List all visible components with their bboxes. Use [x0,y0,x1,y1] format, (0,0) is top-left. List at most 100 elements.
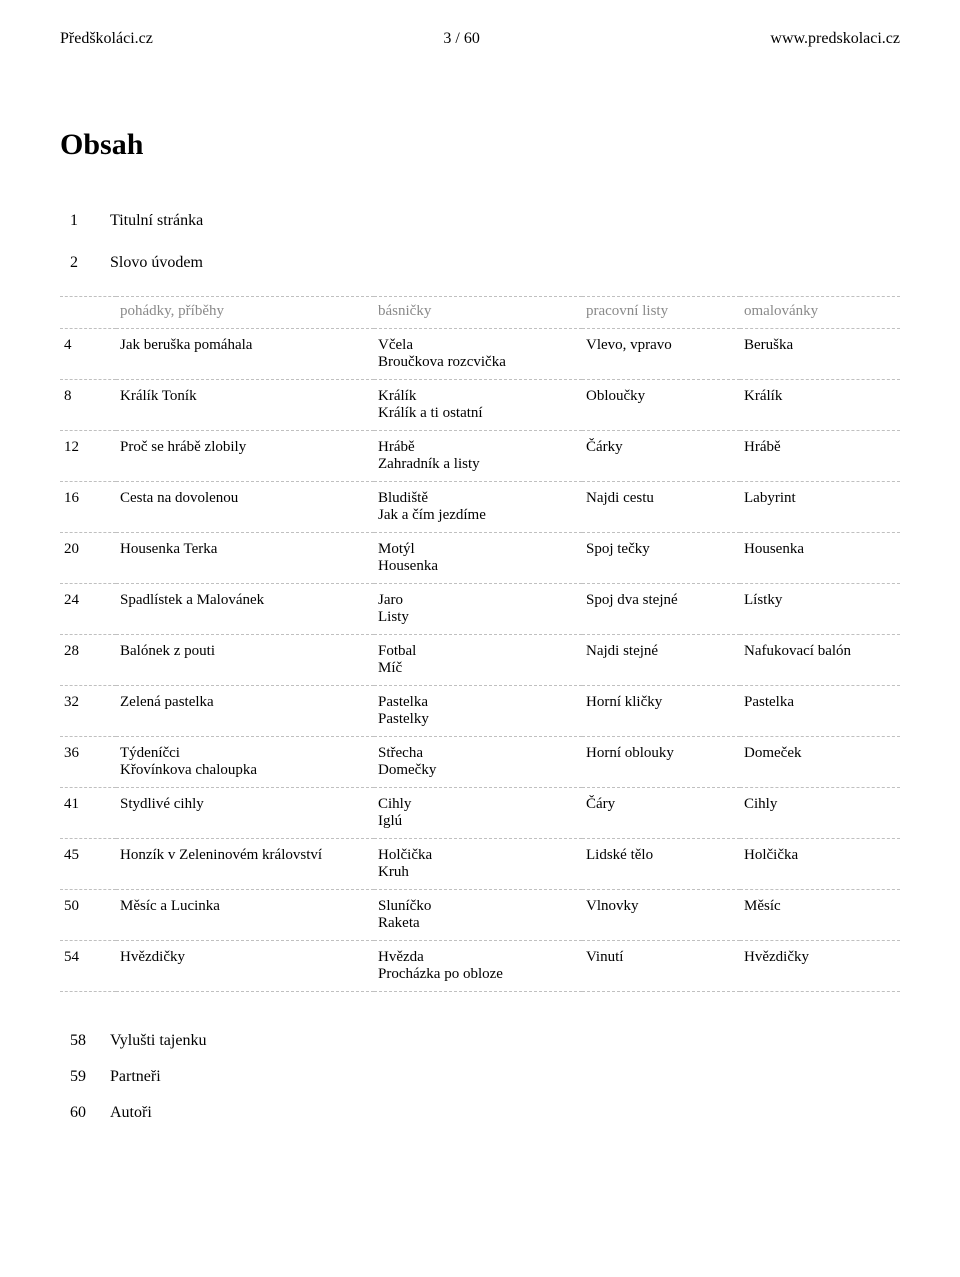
toc-row-story: Stydlivé cihly [116,788,374,839]
toc-row-story: Balónek z pouti [116,635,374,686]
toc-row-worksheet: Lidské tělo [582,839,740,890]
toc-cell-line: Hvězda [378,949,578,966]
toc-table-row: 36TýdeníčciKřovínkova chaloupkaStřechaDo… [60,737,900,788]
toc-pre-num: 2 [70,254,110,272]
toc-pre-row: 2 Slovo úvodem [70,254,900,272]
toc-pre-num: 1 [70,212,110,230]
toc-row-worksheet: Obloučky [582,380,740,431]
toc-cell-line: Balónek z pouti [120,643,370,660]
toc-row-coloring: Hrábě [740,431,900,482]
toc-row-poem: MotýlHousenka [374,533,582,584]
toc-row-worksheet: Horní kličky [582,686,740,737]
toc-row-poem: CihlyIglú [374,788,582,839]
toc-row-coloring: Pastelka [740,686,900,737]
toc-cell-line: Honzík v Zeleninovém království [120,847,370,864]
toc-row-coloring: Králík [740,380,900,431]
toc-table-row: 41Stydlivé cihlyCihlyIglúČáryCihly [60,788,900,839]
toc-cell-line: Listy [378,609,578,626]
toc-table-head-cell: pracovní listy [582,297,740,329]
toc-cell-line: Domečky [378,762,578,779]
toc-cell-line: Jak a čím jezdíme [378,507,578,524]
toc-row-poem: HráběZahradník a listy [374,431,582,482]
toc-row-num: 20 [60,533,116,584]
toc-row-story: Spadlístek a Malovánek [116,584,374,635]
toc-row-coloring: Lístky [740,584,900,635]
toc-row-story: Proč se hrábě zlobily [116,431,374,482]
toc-cell-line: Pastelky [378,711,578,728]
toc-pre-list: 1 Titulní stránka 2 Slovo úvodem [70,212,900,272]
toc-cell-line: Jak beruška pomáhala [120,337,370,354]
toc-row-coloring: Housenka [740,533,900,584]
toc-cell-line: Zelená pastelka [120,694,370,711]
toc-post-num: 59 [70,1068,110,1086]
toc-row-num: 8 [60,380,116,431]
toc-row-poem: StřechaDomečky [374,737,582,788]
toc-row-poem: PastelkaPastelky [374,686,582,737]
toc-cell-line: Fotbal [378,643,578,660]
toc-pre-text: Slovo úvodem [110,254,900,272]
toc-row-story: Hvězdičky [116,941,374,992]
toc-table-row: 24Spadlístek a MalovánekJaroListySpoj dv… [60,584,900,635]
toc-cell-line: Proč se hrábě zlobily [120,439,370,456]
toc-cell-line: Holčička [378,847,578,864]
toc-table-row: 8Králík ToníkKrálíkKrálík a ti ostatníOb… [60,380,900,431]
toc-post-row: 60 Autoři [70,1104,900,1122]
toc-table-row: 32Zelená pastelkaPastelkaPastelkyHorní k… [60,686,900,737]
toc-row-story: Jak beruška pomáhala [116,329,374,380]
toc-cell-line: Zahradník a listy [378,456,578,473]
toc-post-num: 58 [70,1032,110,1050]
toc-cell-line: Broučkova rozcvička [378,354,578,371]
toc-table-head-cell: básničky [374,297,582,329]
toc-cell-line: Iglú [378,813,578,830]
toc-row-poem: FotbalMíč [374,635,582,686]
toc-row-num: 36 [60,737,116,788]
toc-cell-line: Jaro [378,592,578,609]
toc-cell-line: Housenka [378,558,578,575]
toc-row-worksheet: Čáry [582,788,740,839]
toc-cell-line: Hvězdičky [120,949,370,966]
toc-row-num: 41 [60,788,116,839]
toc-cell-line: Raketa [378,915,578,932]
toc-row-poem: VčelaBroučkova rozcvička [374,329,582,380]
toc-row-worksheet: Vlnovky [582,890,740,941]
toc-row-num: 16 [60,482,116,533]
toc-table-row: 12Proč se hrábě zlobilyHráběZahradník a … [60,431,900,482]
toc-row-worksheet: Vinutí [582,941,740,992]
toc-table-row: 45Honzík v Zeleninovém království Holčičk… [60,839,900,890]
toc-table-row: 50Měsíc a LucinkaSluníčkoRaketaVlnovkyMě… [60,890,900,941]
toc-cell-line: Týdeníčci [120,745,370,762]
page-title: Obsah [60,128,900,162]
toc-table-head-cell [60,297,116,329]
toc-row-coloring: Cihly [740,788,900,839]
toc-row-story: Měsíc a Lucinka [116,890,374,941]
toc-table-row: 28Balónek z poutiFotbalMíčNajdi stejnéNa… [60,635,900,686]
page-header: Předškoláci.cz 3 / 60 www.predskolaci.cz [60,30,900,48]
toc-cell-line: Střecha [378,745,578,762]
toc-row-num: 32 [60,686,116,737]
toc-row-story: Cesta na dovolenou [116,482,374,533]
toc-cell-line: Sluníčko [378,898,578,915]
toc-row-worksheet: Vlevo, vpravo [582,329,740,380]
toc-row-worksheet: Spoj tečky [582,533,740,584]
toc-pre-text: Titulní stránka [110,212,900,230]
toc-table-row: 16Cesta na dovolenouBludištěJak a čím je… [60,482,900,533]
header-center: 3 / 60 [443,30,479,48]
toc-cell-line: Pastelka [378,694,578,711]
toc-row-poem: JaroListy [374,584,582,635]
toc-cell-line: Bludiště [378,490,578,507]
toc-row-story: Králík Toník [116,380,374,431]
toc-row-poem: BludištěJak a čím jezdíme [374,482,582,533]
toc-post-row: 59 Partneři [70,1068,900,1086]
toc-row-worksheet: Najdi stejné [582,635,740,686]
toc-post-text: Partneři [110,1068,900,1086]
toc-row-num: 45 [60,839,116,890]
toc-row-worksheet: Čárky [582,431,740,482]
toc-table: pohádky, příběhybásničkypracovní listyom… [60,296,900,992]
toc-table-head: pohádky, příběhybásničkypracovní listyom… [60,297,900,329]
toc-cell-line: Housenka Terka [120,541,370,558]
toc-pre-row: 1 Titulní stránka [70,212,900,230]
toc-cell-line: Králík [378,388,578,405]
toc-post-row: 58 Vylušti tajenku [70,1032,900,1050]
toc-table-row: 54HvězdičkyHvězdaProcházka po oblozeVinu… [60,941,900,992]
toc-cell-line: Cihly [378,796,578,813]
